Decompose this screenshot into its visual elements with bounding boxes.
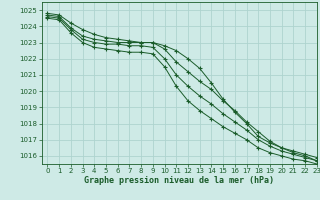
X-axis label: Graphe pression niveau de la mer (hPa): Graphe pression niveau de la mer (hPa) <box>84 176 274 185</box>
